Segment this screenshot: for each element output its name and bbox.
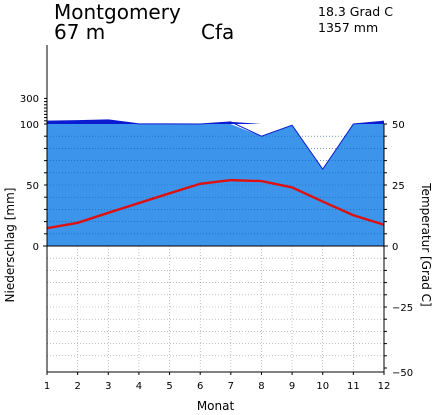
right-tick-label: −25 <box>392 303 413 314</box>
x-tick-label: 6 <box>197 381 203 392</box>
x-tick-label: 4 <box>136 381 142 392</box>
left-tick-label: 0 <box>33 242 39 253</box>
x-tick-label: 1 <box>44 381 50 392</box>
temperature-line <box>46 178 385 230</box>
x-axis-title: Monat <box>197 399 235 413</box>
annual-precipitation: 1357 mm <box>318 20 379 35</box>
left-tick-label: 100 <box>20 120 39 131</box>
dry-gap <box>47 124 384 170</box>
x-tick-label: 2 <box>74 381 80 392</box>
station-name: Montgomery <box>54 0 181 24</box>
mean-temperature: 18.3 Grad C <box>318 4 393 19</box>
right-tick-label: 50 <box>392 120 405 131</box>
x-tick-label: 8 <box>258 381 264 392</box>
x-tick-label: 12 <box>378 381 391 392</box>
right-tick-label: −50 <box>392 368 413 379</box>
left-tick-label: 300 <box>20 94 39 105</box>
precipitation-line <box>46 119 385 171</box>
right-tick-label: 25 <box>392 181 405 192</box>
x-tick-label: 9 <box>289 381 295 392</box>
station-elevation: 67 m <box>54 20 106 44</box>
right-tick-label: 0 <box>392 242 398 253</box>
x-tick-label: 3 <box>105 381 111 392</box>
x-tick-label: 11 <box>347 381 360 392</box>
x-tick-label: 7 <box>228 381 234 392</box>
left-tick-label: 50 <box>26 181 39 192</box>
climate-class: Cfa <box>201 20 235 44</box>
x-tick-label: 10 <box>316 381 329 392</box>
right-axis-title: Temperatur [Grad C] <box>419 182 433 306</box>
left-axis-title: Niederschlag [mm] <box>3 188 17 303</box>
x-tick-label: 5 <box>166 381 172 392</box>
